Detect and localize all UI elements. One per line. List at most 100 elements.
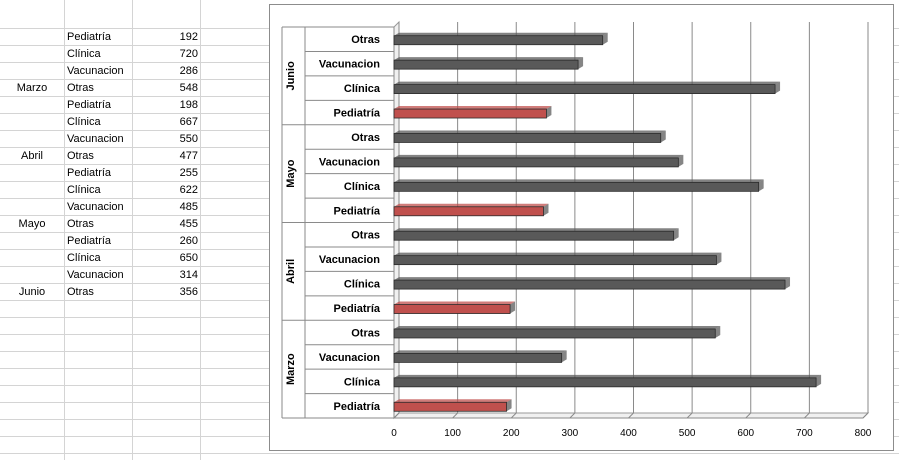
category-cell[interactable]: Pediatría xyxy=(67,235,112,247)
bar-end xyxy=(578,57,584,70)
value-cell[interactable]: 622 xyxy=(179,184,198,196)
x-tick-label: 700 xyxy=(796,428,813,439)
bar[interactable] xyxy=(393,84,776,94)
bar-top xyxy=(394,179,764,183)
group-label: Marzo xyxy=(285,353,297,385)
category-label: Pediatría xyxy=(334,205,381,217)
value-cell[interactable]: 198 xyxy=(179,99,198,111)
bar-top xyxy=(394,57,584,61)
value-cell[interactable]: 286 xyxy=(179,65,198,77)
value-cell[interactable]: 255 xyxy=(179,167,198,179)
chart-area[interactable]: 0 100 200 300 400 500 600 700 800 Junio Otras Vacun… xyxy=(269,4,894,451)
category-label: Pediatría xyxy=(334,303,381,315)
bar[interactable] xyxy=(393,35,604,46)
bar-end xyxy=(506,399,512,412)
bar[interactable] xyxy=(393,279,786,290)
bar-end xyxy=(660,130,666,143)
category-cell[interactable]: Vacunacion xyxy=(67,201,124,213)
value-cell[interactable]: 260 xyxy=(179,235,198,247)
category-cell[interactable]: Clínica xyxy=(67,116,101,128)
category-cell[interactable]: Pediatría xyxy=(67,99,112,111)
bar[interactable] xyxy=(393,230,675,241)
value-cell[interactable]: 314 xyxy=(179,269,198,281)
bar[interactable] xyxy=(393,353,563,363)
bar[interactable] xyxy=(393,255,717,266)
group-label: Junio xyxy=(285,61,297,91)
bar[interactable] xyxy=(393,59,579,70)
bar-top xyxy=(394,374,822,378)
value-cell[interactable]: 548 xyxy=(179,82,198,94)
x-tick-label: 600 xyxy=(737,428,754,439)
month-cell[interactable] xyxy=(0,165,64,182)
bar[interactable] xyxy=(393,328,716,339)
bar-end xyxy=(816,374,822,387)
bar-end xyxy=(546,106,552,119)
gridline-floor xyxy=(862,412,869,419)
month-cell[interactable] xyxy=(0,182,64,199)
bar[interactable] xyxy=(393,157,679,168)
bar-top xyxy=(394,252,722,256)
category-cell[interactable]: Vacunacion xyxy=(67,269,124,281)
month-cell[interactable] xyxy=(0,29,64,46)
value-cell[interactable]: 485 xyxy=(179,201,198,213)
category-label: Otras xyxy=(351,34,380,46)
month-cell[interactable] xyxy=(0,199,64,216)
category-cell[interactable]: Clínica xyxy=(67,252,101,264)
month-cell[interactable] xyxy=(0,250,64,267)
bar-end xyxy=(673,228,679,241)
bar-top xyxy=(394,130,666,134)
category-cell[interactable]: Otras xyxy=(67,150,94,162)
category-cell[interactable]: Otras xyxy=(67,82,94,94)
category-cell[interactable]: Otras xyxy=(67,218,94,230)
category-label: Clínica xyxy=(344,279,381,291)
bar[interactable] xyxy=(393,377,817,388)
value-cell[interactable]: 356 xyxy=(179,286,198,298)
x-tick-label: 400 xyxy=(620,428,637,439)
bar-top xyxy=(394,301,516,305)
month-cell[interactable] xyxy=(0,267,64,284)
bar-end xyxy=(602,32,608,45)
bar-top xyxy=(394,106,552,110)
month-cell[interactable] xyxy=(0,233,64,250)
bar[interactable] xyxy=(393,304,511,314)
category-cell[interactable]: Clínica xyxy=(67,184,101,196)
bar[interactable] xyxy=(393,401,507,412)
category-cell[interactable]: Vacunacion xyxy=(67,133,124,145)
bar-end xyxy=(543,203,549,216)
value-cell[interactable]: 720 xyxy=(179,48,198,60)
bar-end xyxy=(715,325,721,338)
value-cell[interactable]: 455 xyxy=(179,218,198,230)
bar-end xyxy=(510,301,516,314)
category-label: Clínica xyxy=(344,181,381,193)
bar-end xyxy=(758,179,764,192)
x-tick-label: 200 xyxy=(503,428,520,439)
bar[interactable] xyxy=(393,181,760,192)
column-gridline xyxy=(132,0,133,460)
month-cell[interactable]: Marzo xyxy=(16,82,48,94)
category-cell[interactable]: Pediatría xyxy=(67,167,112,179)
bar[interactable] xyxy=(393,206,544,217)
category-label: Clínica xyxy=(344,376,381,388)
bar[interactable] xyxy=(393,108,547,119)
month-cell[interactable] xyxy=(0,63,64,80)
month-cell[interactable]: Abril xyxy=(20,150,43,162)
value-cell[interactable]: 667 xyxy=(179,116,198,128)
bar[interactable] xyxy=(393,133,662,143)
month-cell[interactable] xyxy=(0,131,64,148)
category-cell[interactable]: Vacunacion xyxy=(67,65,124,77)
bar-top xyxy=(394,399,512,403)
month-cell[interactable] xyxy=(0,97,64,114)
row-gridline xyxy=(0,453,899,454)
month-cell[interactable]: Mayo xyxy=(18,218,46,230)
month-cell[interactable] xyxy=(0,114,64,131)
value-cell[interactable]: 477 xyxy=(179,150,198,162)
value-cell[interactable]: 192 xyxy=(179,31,198,43)
gridline-floor xyxy=(628,412,634,419)
month-cell[interactable]: Junio xyxy=(18,286,46,298)
month-cell[interactable] xyxy=(0,46,64,63)
category-cell[interactable]: Pediatría xyxy=(67,31,112,43)
category-cell[interactable]: Otras xyxy=(67,286,94,298)
value-cell[interactable]: 550 xyxy=(179,133,198,145)
value-cell[interactable]: 650 xyxy=(179,252,198,264)
category-cell[interactable]: Clínica xyxy=(67,48,101,60)
